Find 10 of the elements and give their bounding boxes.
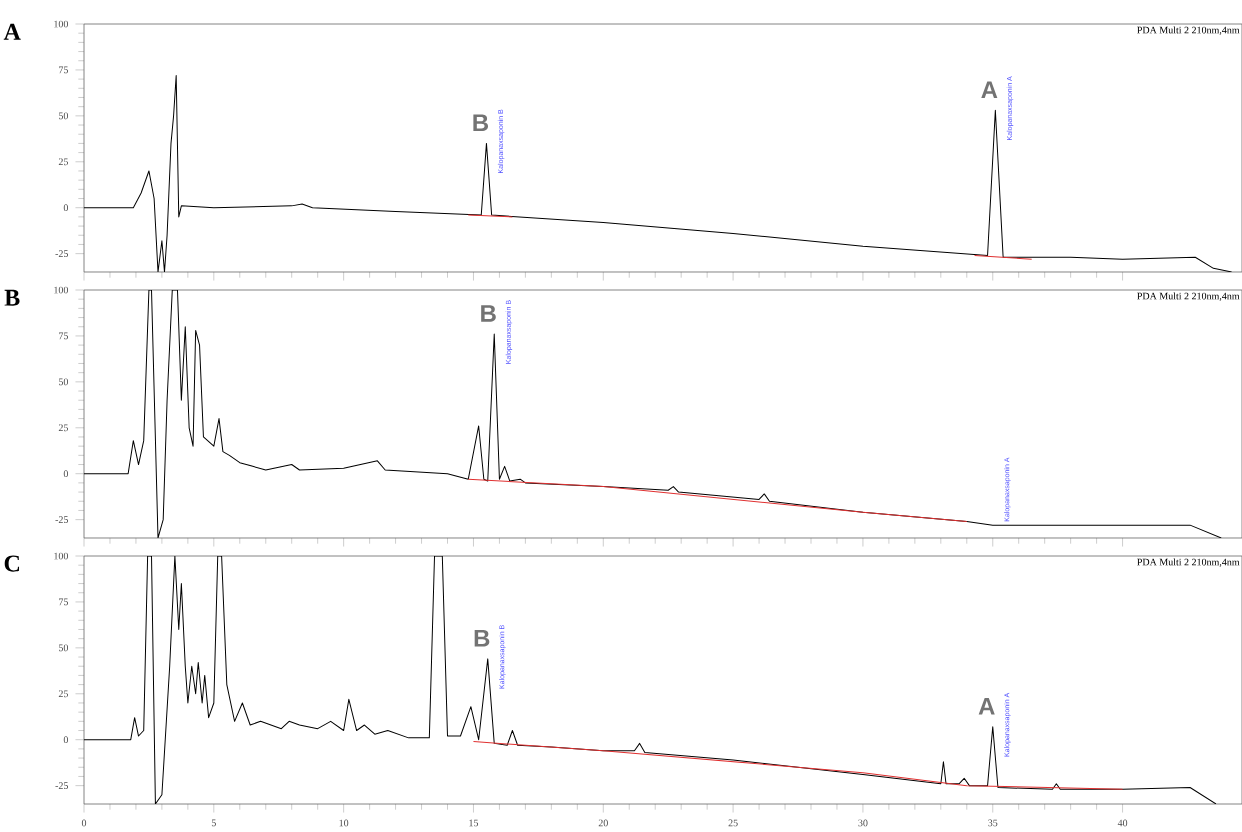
chart-title: A	[3, 23, 21, 40]
line-series	[84, 74, 1233, 272]
annotation: B	[474, 629, 490, 647]
chart-title: B	[4, 289, 20, 306]
annotation: B	[473, 114, 489, 132]
line-series	[467, 478, 968, 522]
annotation: B	[481, 305, 496, 322]
chart-title: C	[4, 555, 20, 572]
annotation: A	[978, 697, 995, 715]
annotation: A	[981, 81, 998, 98]
